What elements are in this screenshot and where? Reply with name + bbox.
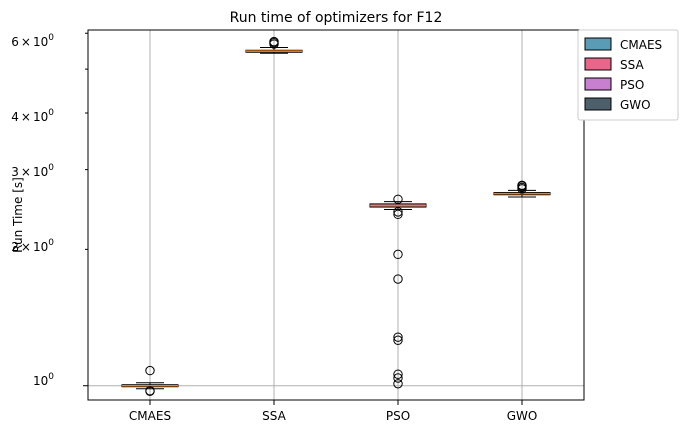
outlier-pso-4 (393, 274, 403, 284)
ytick-1: 100 (33, 372, 54, 388)
xtick-pso: PSO (386, 409, 410, 423)
outlier-pso-2 (393, 209, 403, 220)
outlier-pso-7 (393, 369, 403, 379)
outlier-pso-1 (393, 207, 403, 217)
ytick-2: 2 × 100 (11, 238, 54, 254)
legend-label-cmaes: CMAES (620, 38, 662, 52)
y-axis-label: Run Time [s] (11, 177, 25, 253)
outlier-gwo-3 (517, 180, 527, 190)
ytick-4: 4 × 100 (11, 108, 54, 124)
legend-swatch-cmaes (584, 37, 612, 51)
svg-text:6×100: 6 × 100 (11, 33, 54, 49)
xtick-gwo: GWO (507, 409, 538, 423)
outlier-cmaes-0 (145, 365, 155, 376)
legend-swatch-pso (584, 77, 612, 91)
xtick-cmaes: CMAES (129, 409, 171, 423)
outlier-pso-8 (393, 373, 403, 383)
legend: CMAES SSA PSO GWO (577, 29, 679, 121)
box-plots (121, 36, 551, 397)
svg-text:4×100: 4 × 100 (11, 108, 54, 124)
ytick-6: 6 × 100 (11, 33, 54, 49)
xtick-ssa: SSA (262, 409, 286, 423)
outlier-pso-9 (393, 379, 403, 389)
legend-swatch-ssa (584, 57, 612, 71)
outlier-pso-5 (393, 332, 403, 342)
legend-label-ssa: SSA (620, 58, 644, 72)
x-axis-ticks: CMAES SSA PSO GWO (129, 409, 537, 423)
chart-title: Run time of optimizers for F12 (230, 10, 443, 26)
plot-frame (87, 29, 585, 401)
legend-label-pso: PSO (620, 78, 644, 92)
outlier-cmaes-2 (145, 386, 155, 397)
outlier-pso-6 (393, 335, 403, 345)
outlier-ssa-2 (269, 36, 279, 47)
y-axis-ticks: 6 × 100 4 × 100 3 × 100 2 × 100 100 (11, 33, 54, 388)
outlier-pso-3 (393, 249, 403, 260)
svg-text:2×100: 2 × 100 (11, 238, 54, 254)
svg-text:3×100: 3 × 100 (11, 163, 54, 179)
legend-swatch-gwo (584, 97, 612, 111)
svg-text:100: 100 (33, 372, 54, 388)
grid-lines (83, 30, 584, 405)
legend-label-gwo: GWO (620, 98, 651, 112)
outlier-pso-0 (393, 194, 403, 204)
ytick-3: 3 × 100 (11, 163, 54, 179)
